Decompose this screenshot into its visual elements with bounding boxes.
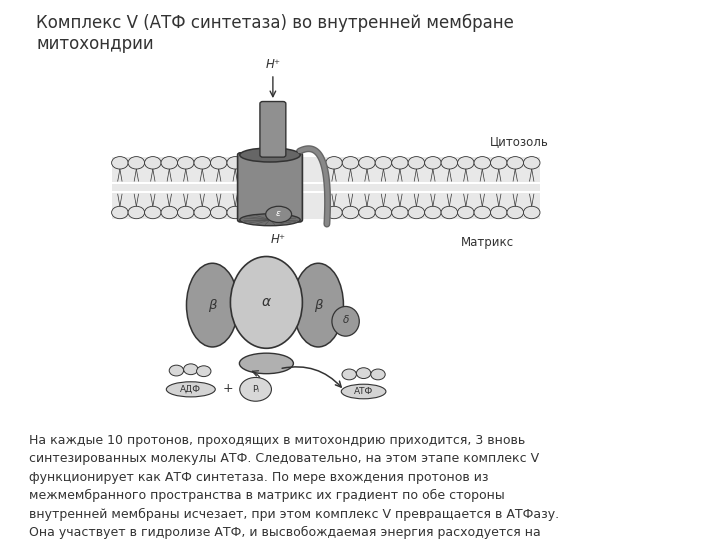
Text: Pᵢ: Pᵢ: [252, 385, 259, 394]
Circle shape: [457, 206, 474, 219]
Circle shape: [325, 206, 342, 219]
Ellipse shape: [230, 256, 302, 348]
Circle shape: [178, 157, 194, 169]
Ellipse shape: [332, 307, 359, 336]
Circle shape: [507, 206, 523, 219]
Circle shape: [227, 157, 243, 169]
Circle shape: [507, 157, 523, 169]
FancyBboxPatch shape: [260, 102, 286, 157]
Circle shape: [359, 206, 375, 219]
Ellipse shape: [240, 214, 300, 226]
Circle shape: [184, 364, 198, 375]
Circle shape: [523, 157, 540, 169]
Circle shape: [375, 206, 392, 219]
Ellipse shape: [239, 353, 294, 374]
Circle shape: [474, 157, 490, 169]
Text: ε: ε: [276, 210, 280, 218]
Circle shape: [194, 157, 210, 169]
Circle shape: [145, 206, 161, 219]
Circle shape: [356, 368, 371, 379]
Ellipse shape: [166, 382, 215, 397]
Text: На каждые 10 протонов, проходящих в митохондрию приходится, 3 вновь
синтезирован: На каждые 10 протонов, проходящих в мито…: [29, 434, 559, 540]
Text: δ: δ: [343, 315, 348, 325]
Ellipse shape: [186, 263, 238, 347]
Circle shape: [161, 206, 178, 219]
Circle shape: [178, 206, 194, 219]
Circle shape: [240, 377, 271, 401]
Circle shape: [197, 366, 211, 376]
Circle shape: [425, 157, 441, 169]
Text: +: +: [223, 382, 233, 395]
Circle shape: [408, 206, 425, 219]
Circle shape: [194, 206, 210, 219]
Circle shape: [227, 206, 243, 219]
Text: β: β: [314, 299, 323, 312]
Circle shape: [169, 365, 184, 376]
Text: H⁺: H⁺: [265, 58, 281, 71]
Circle shape: [375, 157, 392, 169]
Circle shape: [371, 369, 385, 380]
Circle shape: [112, 157, 128, 169]
Circle shape: [161, 157, 178, 169]
Circle shape: [408, 157, 425, 169]
Circle shape: [342, 157, 359, 169]
Circle shape: [342, 206, 359, 219]
Circle shape: [210, 157, 227, 169]
Circle shape: [425, 206, 441, 219]
Text: Матрикс: Матрикс: [461, 236, 514, 249]
Circle shape: [210, 206, 227, 219]
Circle shape: [474, 206, 490, 219]
Circle shape: [112, 206, 128, 219]
Text: Комплекс V (АТФ синтетаза) во внутренней мембране
митохондрии: Комплекс V (АТФ синтетаза) во внутренней…: [36, 14, 514, 52]
Circle shape: [457, 157, 474, 169]
Circle shape: [441, 206, 458, 219]
Circle shape: [523, 206, 540, 219]
Circle shape: [128, 206, 145, 219]
Circle shape: [359, 157, 375, 169]
Circle shape: [342, 369, 356, 380]
Text: АДФ: АДФ: [180, 385, 202, 394]
Ellipse shape: [266, 206, 292, 222]
Ellipse shape: [293, 263, 343, 347]
Circle shape: [392, 157, 408, 169]
Ellipse shape: [240, 148, 300, 162]
Circle shape: [392, 206, 408, 219]
FancyBboxPatch shape: [238, 153, 302, 222]
Bar: [112, 157, 540, 219]
Text: Цитозоль: Цитозоль: [490, 136, 549, 148]
Text: α: α: [262, 295, 271, 309]
Circle shape: [325, 157, 342, 169]
Ellipse shape: [341, 384, 386, 399]
Circle shape: [490, 206, 507, 219]
Circle shape: [441, 157, 458, 169]
Text: β: β: [208, 299, 217, 312]
Text: АТФ: АТФ: [354, 387, 373, 396]
Circle shape: [128, 157, 145, 169]
Circle shape: [490, 157, 507, 169]
Text: H⁺: H⁺: [271, 233, 287, 246]
Circle shape: [145, 157, 161, 169]
